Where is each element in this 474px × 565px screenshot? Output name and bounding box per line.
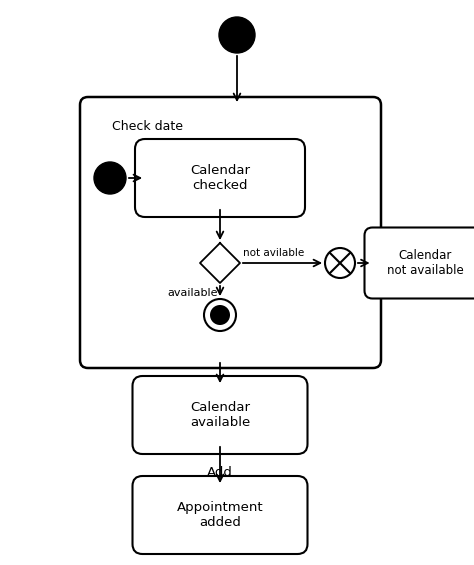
Text: not avilable: not avilable: [243, 248, 304, 258]
Text: Calendar
available: Calendar available: [190, 401, 250, 429]
FancyBboxPatch shape: [133, 376, 308, 454]
Text: Calendar
not available: Calendar not available: [387, 249, 464, 277]
Polygon shape: [200, 243, 240, 283]
Circle shape: [210, 305, 230, 325]
FancyBboxPatch shape: [135, 139, 305, 217]
Text: Check date: Check date: [112, 120, 183, 133]
Text: Add: Add: [207, 466, 233, 479]
Circle shape: [219, 17, 255, 53]
Text: Calendar
checked: Calendar checked: [190, 164, 250, 192]
Circle shape: [94, 162, 126, 194]
FancyBboxPatch shape: [365, 228, 474, 298]
Text: available: available: [167, 288, 218, 298]
FancyBboxPatch shape: [80, 97, 381, 368]
Circle shape: [325, 248, 355, 278]
Circle shape: [204, 299, 236, 331]
FancyBboxPatch shape: [133, 476, 308, 554]
Text: Appointment
added: Appointment added: [177, 501, 264, 529]
